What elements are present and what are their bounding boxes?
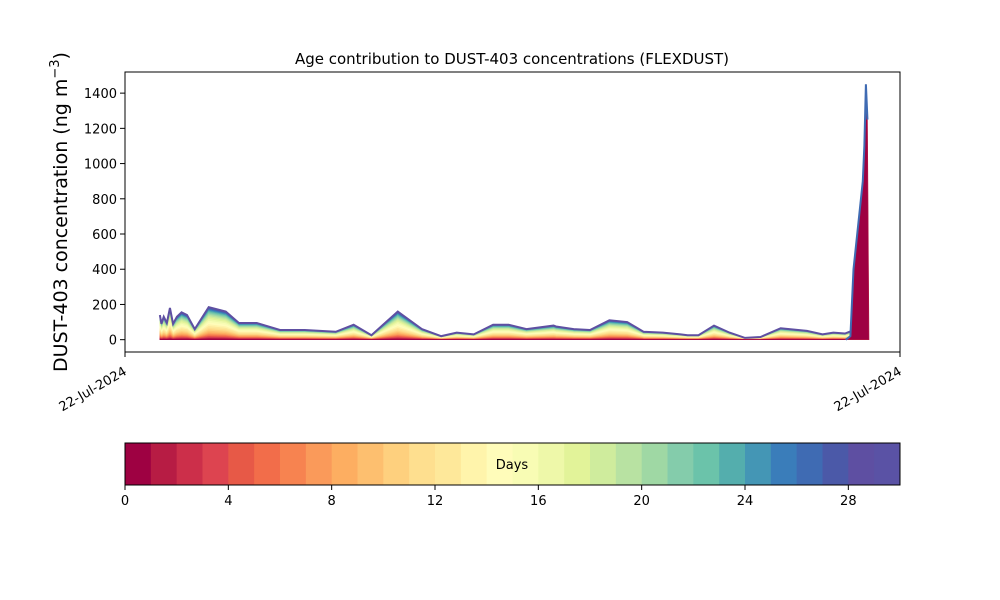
x-axis: 22-Jul-2024 22-Jul-2024 [57,352,905,415]
colorbar-swatch [176,443,203,485]
colorbar-tick-label: 8 [328,494,336,509]
chart-title: Age contribution to DUST-403 concentrati… [295,50,729,68]
colorbar-swatch [745,443,772,485]
colorbar-swatch [460,443,488,485]
colorbar-swatch [848,443,875,485]
colorbar-swatch [719,443,746,485]
colorbar-swatch [615,443,643,485]
colorbar-swatch [228,443,255,485]
colorbar-swatch [435,443,462,485]
colorbar-swatch [641,443,668,485]
colorbar-swatch [874,443,901,485]
colorbar-tick-label: 12 [427,494,444,509]
colorbar-frame [124,442,901,486]
colorbar-swatch [770,443,798,485]
colorbar-swatch [305,443,333,485]
y-tick-label: 200 [92,298,117,313]
y-axis: 0 200 400 600 800 1000 1200 1400 [84,87,125,349]
y-axis-label: DUST-403 concentration (ng m−3) [48,52,72,372]
colorbar-swatch [512,443,539,485]
colorbar-swatch [254,443,281,485]
colorbar-swatch [331,443,358,485]
colorbar-swatch [796,443,823,485]
x-tick-label: 22-Jul-2024 [832,364,905,415]
y-tick-label: 0 [109,334,117,349]
colorbar-swatch [693,443,720,485]
y-axis-label-main: DUST-403 concentration (ng m [50,79,72,372]
colorbar-swatch [383,443,410,485]
total-concentration-line [158,305,853,339]
colorbar-swatch [409,443,436,485]
colorbar-swatch [357,443,384,485]
colorbar-swatch [280,443,307,485]
colorbar-label: Days [496,458,529,473]
y-axis-label-exponent: −3 [48,59,63,78]
y-tick-label: 400 [92,263,117,278]
colorbar-swatch [150,443,178,485]
colorbar-tick-label: 16 [530,494,547,509]
colorbar-tick-label: 24 [737,494,754,509]
plot-area [158,84,870,341]
colorbar-tick-label: 0 [121,494,129,509]
colorbar-swatch [667,443,694,485]
colorbar-tick-label: 28 [840,494,857,509]
colorbar-swatch [538,443,565,485]
colorbar-swatch [125,443,152,485]
y-tick-label: 600 [92,228,117,243]
colorbar-swatch [202,443,229,485]
colorbar-swatch [564,443,591,485]
y-tick-label: 800 [92,193,117,208]
y-tick-label: 1400 [84,87,117,102]
y-axis-label-close: ) [50,52,72,59]
colorbar: 0 4 8 12 16 20 24 28 [121,443,901,509]
plot-frame [124,71,901,353]
colorbar-swatch [486,443,513,485]
colorbar-tick-label: 4 [224,494,232,509]
y-tick-label: 1200 [84,122,117,137]
colorbar-swatch [590,443,617,485]
y-tick-label: 1000 [84,158,117,173]
spike-line [845,84,869,341]
colorbar-swatch [822,443,849,485]
colorbar-tick-label: 20 [633,494,650,509]
